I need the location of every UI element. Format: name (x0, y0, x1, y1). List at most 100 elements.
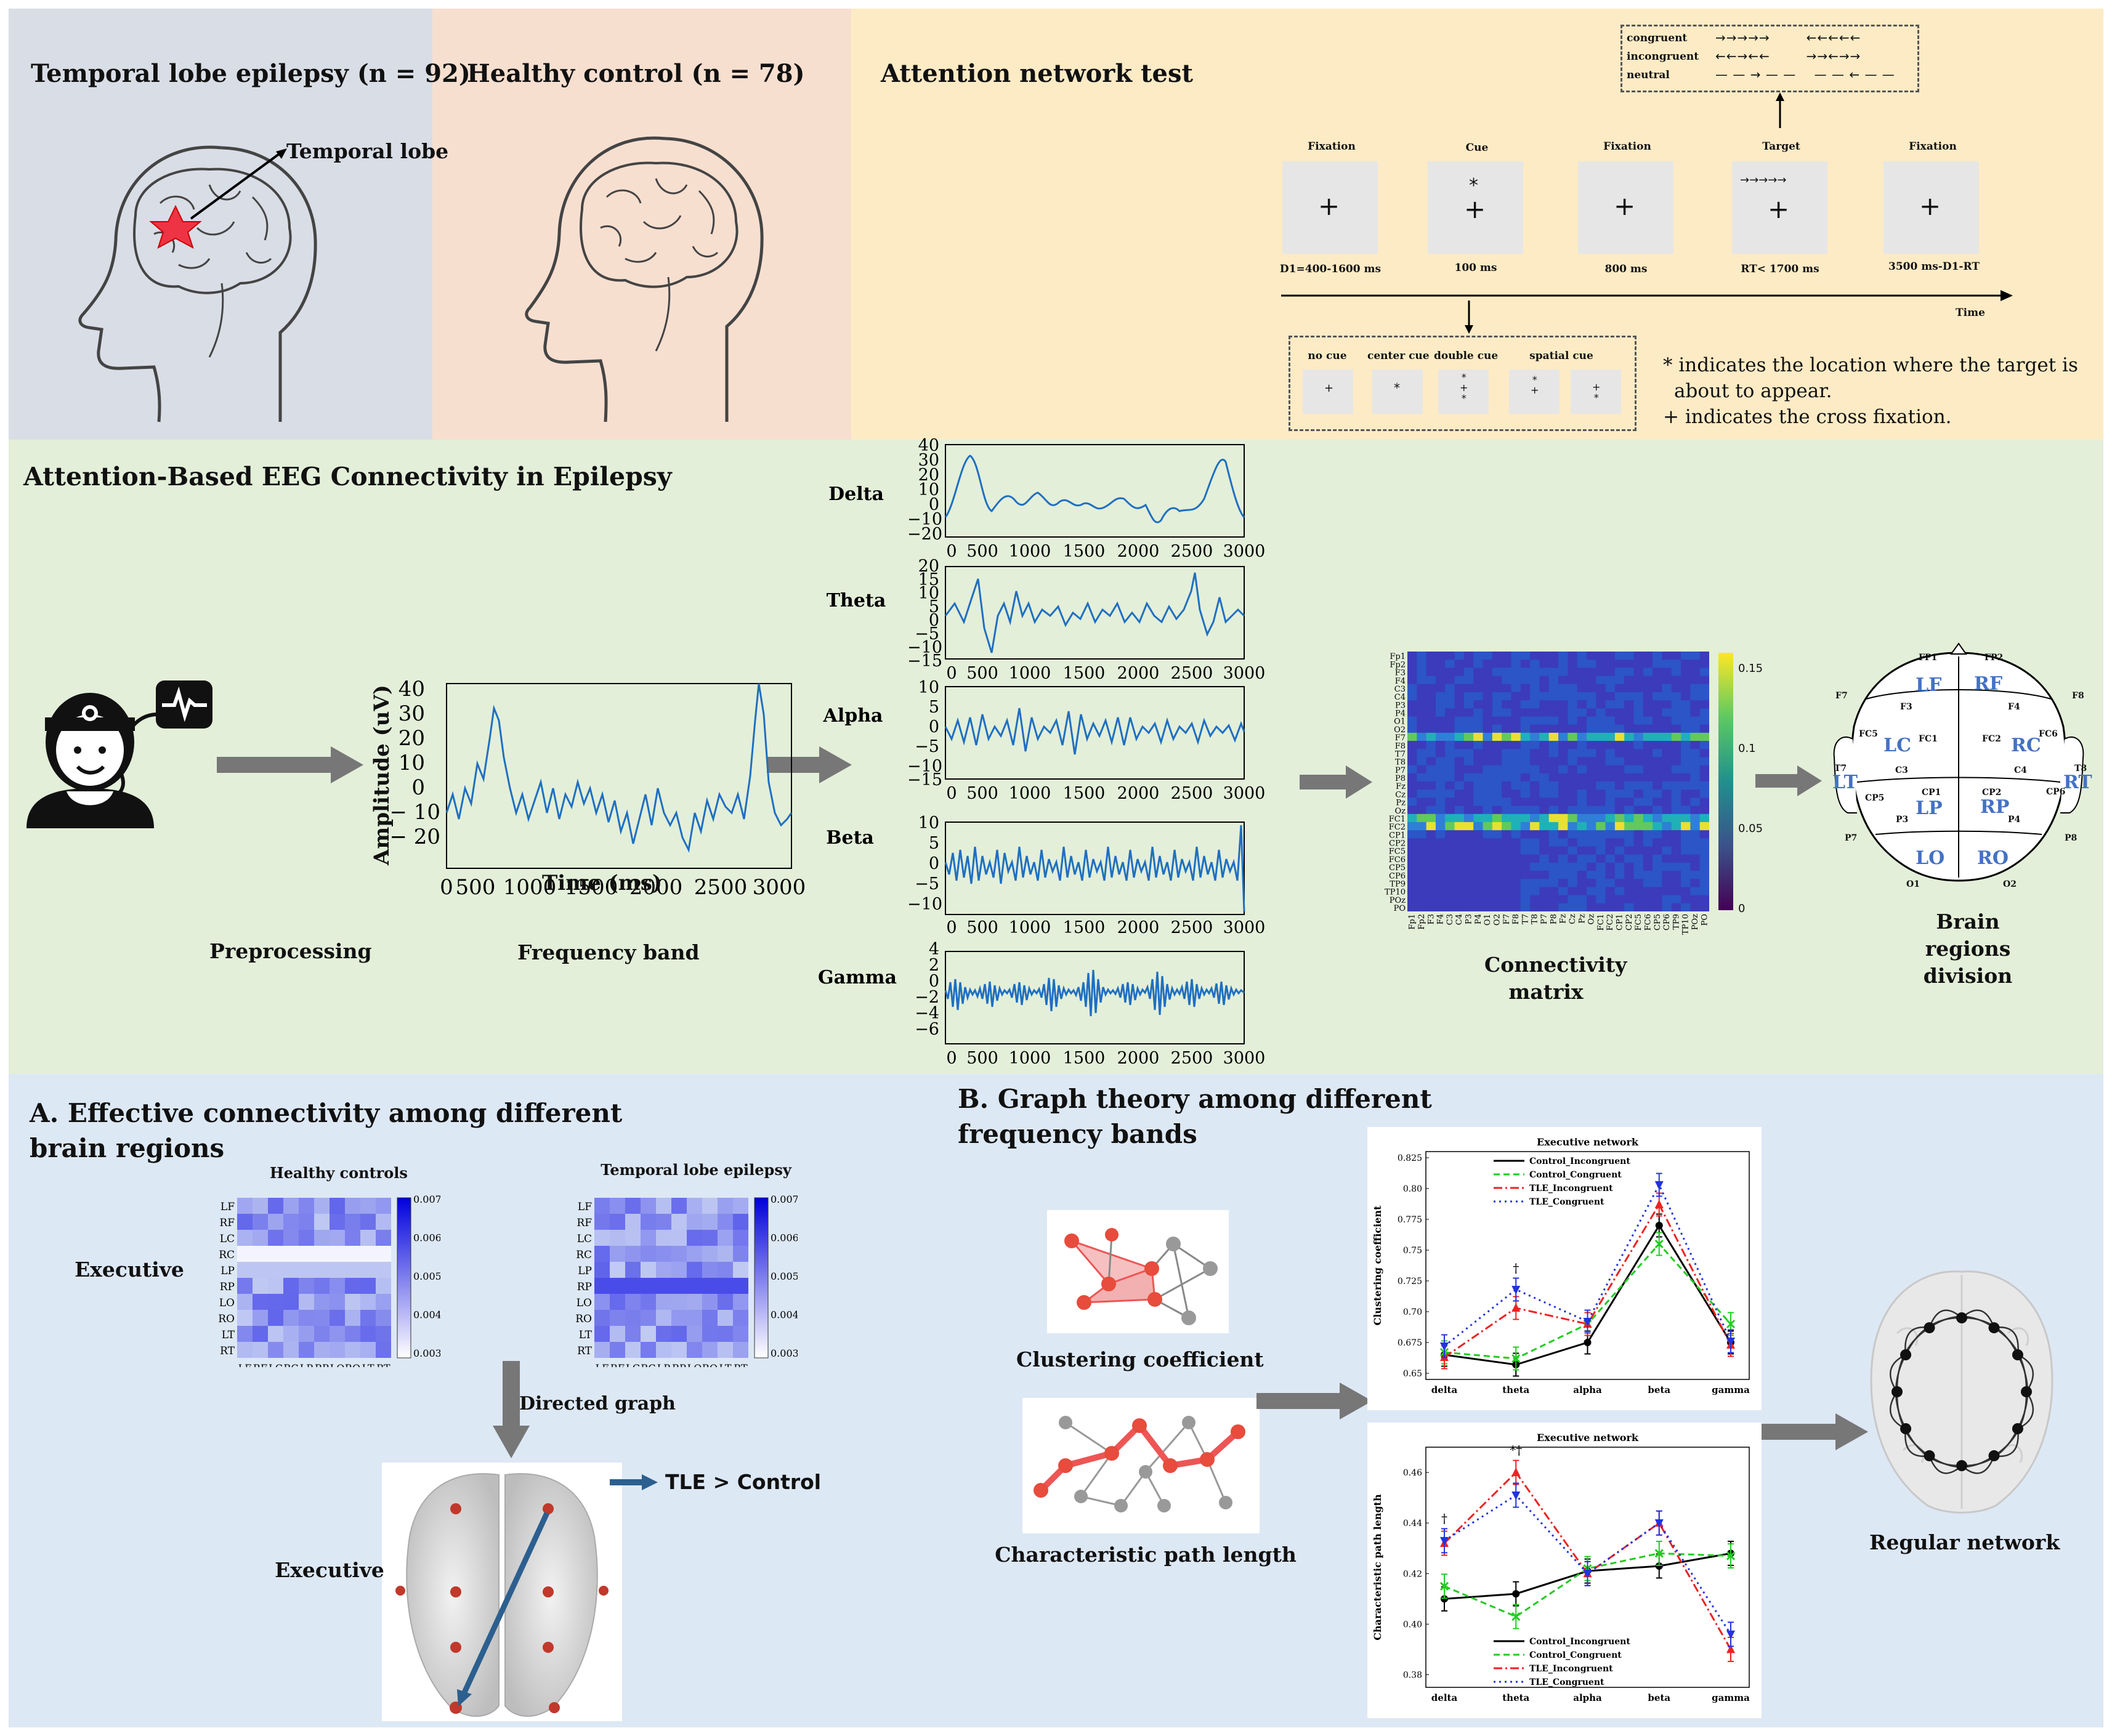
stim-fixation-1 (1282, 161, 1378, 254)
raw-eeg-plot: 40 30 20 10 0 − 10 − 20 0 500 1000 1500 … (389, 677, 806, 900)
matrix-cell (1454, 765, 1465, 774)
matrix-cell (1614, 660, 1625, 668)
matrix-cell (1586, 716, 1596, 725)
heatmap-cell (687, 1310, 702, 1326)
matrix-cell (1511, 660, 1521, 668)
matrix-cell (1614, 895, 1625, 904)
matrix-cell (1530, 862, 1540, 871)
matrix-cell (1643, 773, 1653, 782)
matrix-cell (1539, 676, 1550, 685)
matrix-cell (1699, 903, 1710, 912)
raw-ylabel: Amplitude (uV) (370, 685, 394, 865)
matrix-cell (1643, 797, 1653, 807)
matrix-cell (1596, 757, 1606, 766)
region-rt: RT (2063, 772, 2092, 793)
matrix-cell (1577, 854, 1587, 863)
matrix-cell (1426, 700, 1436, 709)
matrix-cell (1539, 708, 1550, 717)
matrix-cell (1671, 805, 1681, 815)
matrix-cell (1426, 805, 1436, 815)
matrix-cell (1435, 757, 1446, 766)
matrix-cell (1454, 741, 1465, 749)
matrix-cell (1568, 716, 1578, 725)
heatmap-cell (237, 1278, 253, 1294)
matrix-col-label: Fz (1559, 914, 1568, 924)
heatmap-cell (268, 1294, 283, 1310)
colorbar-tick-0: 0 (1738, 902, 1746, 915)
matrix-cell (1653, 797, 1662, 807)
matrix-cell (1502, 716, 1511, 725)
matrix-cell (1614, 757, 1625, 766)
alpha-xtick-4: 1500 (1063, 784, 1106, 803)
matrix-col-label: F7 (1502, 914, 1511, 924)
heatmap-cell (641, 1326, 656, 1342)
heatmap-cell (283, 1246, 299, 1262)
matrix-cell (1690, 708, 1701, 717)
matrix-cell (1445, 700, 1455, 709)
heatmap-cell (641, 1262, 656, 1278)
matrix-cell (1548, 813, 1559, 823)
chart-ytick: 0.65 (1403, 1369, 1422, 1379)
chart-point (1511, 1354, 1521, 1363)
heatmap-cell (237, 1262, 253, 1278)
matrix-cell (1643, 716, 1653, 725)
matrix-cell (1699, 830, 1710, 839)
matrix-cell (1473, 789, 1483, 798)
matrix-cell (1539, 700, 1550, 709)
matrix-cell (1586, 846, 1596, 855)
matrix-cell (1492, 781, 1502, 790)
matrix-cell (1463, 732, 1474, 741)
electrode-cp2: CP2 (1982, 788, 2001, 797)
heatmap-colorbar-tick: 0.006 (771, 1232, 798, 1244)
matrix-cell (1568, 692, 1578, 701)
eeg-panel (9, 440, 2103, 1074)
matrix-cell (1653, 652, 1662, 660)
matrix-cell (1643, 749, 1653, 757)
matrix-cell (1483, 741, 1493, 749)
matrix-row-label: F3 (1395, 669, 1406, 678)
matrix-cell (1502, 765, 1511, 774)
matrix-cell (1671, 830, 1681, 839)
heatmap-cell (345, 1246, 360, 1262)
heatmap-colorbar-tick: 0.006 (413, 1232, 440, 1244)
matrix-cell (1435, 724, 1446, 733)
node-rt (599, 1586, 609, 1596)
matrix-cell (1558, 668, 1568, 677)
matrix-cell (1624, 895, 1634, 904)
matrix-cell (1426, 692, 1436, 701)
matrix-cell (1624, 676, 1634, 685)
tle-gt-control-label: TLE > Control (665, 1470, 822, 1494)
heatmap-cell (671, 1326, 687, 1342)
matrix-cell (1596, 903, 1606, 912)
matrix-cell (1483, 692, 1493, 701)
matrix-cell (1662, 805, 1672, 815)
chart-legend-label: TLE_Incongruent (1529, 1664, 1613, 1674)
heatmap-cell (376, 1326, 391, 1342)
matrix-cell (1426, 781, 1436, 790)
heatmap-cell (733, 1246, 748, 1262)
stim-fixation-3 (1883, 161, 1979, 254)
matrix-row-label: FC2 (1389, 823, 1406, 832)
matrix-cell (1511, 830, 1521, 839)
chart-xtick: theta (1502, 1692, 1529, 1703)
gamma-ytick-3: 0 (929, 972, 939, 991)
matrix-cell (1502, 854, 1511, 863)
matrix-cell (1614, 676, 1625, 685)
eeg-title: Attention-Based EEG Connectivity in Epil… (23, 462, 672, 491)
matrix-cell (1520, 895, 1531, 904)
matrix-cell (1605, 879, 1616, 887)
matrix-cell (1653, 765, 1662, 774)
matrix-cell (1473, 749, 1483, 757)
matrix-cell (1417, 887, 1427, 896)
theta-ytick-6: −5 (915, 624, 939, 644)
matrix-cell (1633, 789, 1644, 798)
matrix-cell (1520, 781, 1531, 790)
matrix-cell (1530, 797, 1540, 807)
heatmap-cell (733, 1214, 748, 1230)
matrix-cell (1548, 700, 1559, 709)
path-length-illustration (1022, 1398, 1260, 1533)
matrix-cell (1435, 660, 1446, 668)
section-b-title-2: frequency bands (958, 1119, 1197, 1149)
matrix-cell (1463, 830, 1474, 839)
matrix-cell (1417, 652, 1427, 660)
